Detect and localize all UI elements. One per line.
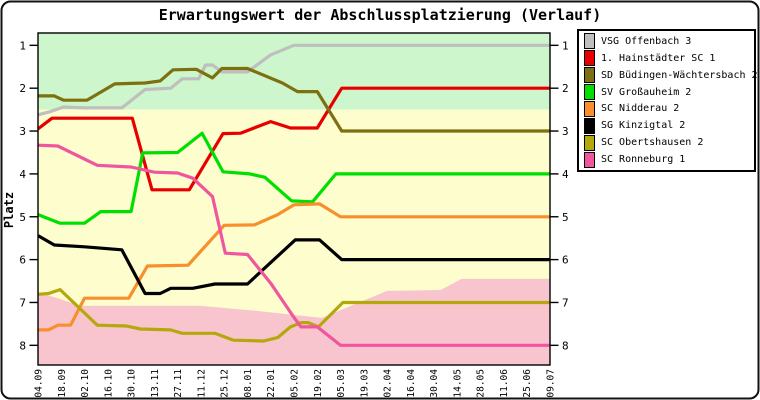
legend-label: SC Ronneburg 1	[601, 154, 686, 166]
x-tick-label: 27.11	[173, 369, 184, 398]
chart-title: Erwartungswert der Abschlussplatzierung …	[158, 6, 602, 24]
y-tick-label-right: 5	[562, 211, 569, 224]
legend-label: SV Großauheim 2	[601, 86, 692, 98]
x-tick-label: 05.03	[336, 369, 347, 398]
y-tick-label: 5	[19, 211, 26, 224]
x-tick-label: 02.10	[80, 369, 91, 398]
y-tick-label-right: 4	[562, 168, 569, 181]
x-tick-label: 22.01	[266, 369, 277, 398]
legend-swatch	[584, 117, 595, 134]
legend-swatch	[584, 100, 595, 117]
legend-item: 1. Hainstädter SC 1	[584, 50, 754, 67]
legend-label: SC Nidderau 2	[601, 103, 680, 115]
legend-swatch	[584, 151, 595, 168]
x-tick-label: 14.05	[452, 369, 463, 398]
y-tick-label: 7	[19, 296, 26, 309]
x-tick-label: 13.11	[150, 369, 161, 398]
legend-swatch	[584, 50, 595, 67]
legend-item: SV Großauheim 2	[584, 84, 754, 101]
legend-item: SG Kinzigtal 2	[584, 117, 754, 134]
y-tick-label-right: 6	[562, 254, 569, 267]
x-tick-label: 19.02	[313, 369, 324, 398]
x-tick-label: 25.12	[220, 369, 231, 398]
y-tick-label: 4	[19, 168, 26, 181]
legend-swatch	[584, 33, 595, 50]
danger-zone-band	[38, 278, 550, 365]
y-tick-label: 3	[19, 125, 26, 138]
y-tick-label: 2	[19, 82, 26, 95]
y-tick-label-right: 2	[562, 82, 569, 95]
y-tick-label-right: 1	[562, 39, 569, 52]
x-tick-label: 30.10	[127, 369, 138, 398]
legend-item: VSG Offenbach 3	[584, 33, 754, 50]
plot-border	[37, 32, 551, 366]
legend-item: SD Büdingen-Wächtersbach 2	[584, 67, 758, 84]
series-line-sd-b-dingen-w-chtersbach-2	[38, 66, 550, 133]
legend-item: SC Ronneburg 1	[584, 151, 754, 168]
y-tick-label: 1	[19, 39, 26, 52]
y-tick-label-right: 3	[562, 125, 569, 138]
series-line-sc-obertshausen-2	[37, 288, 550, 343]
x-tick-label: 19.03	[359, 369, 370, 398]
x-tick-label: 04.09	[34, 369, 45, 398]
x-tick-label: 30.04	[429, 369, 440, 398]
legend: VSG Offenbach 3 1. Hainstädter SC 1 SD Büd…	[577, 29, 758, 172]
series-line-vsg-offenbach-3	[37, 43, 550, 117]
series-line-sg-kinzigtal-2	[37, 234, 550, 296]
y-tick-label: 6	[19, 254, 26, 267]
series-line-sc-ronneburg-1	[37, 143, 550, 347]
series-line-1-hainst-dter-sc-1	[37, 86, 550, 192]
y-axis-label: Platz	[2, 192, 16, 228]
legend-label: SG Kinzigtal 2	[601, 120, 686, 132]
x-tick-label: 09.07	[546, 369, 557, 398]
legend-label: SC Obertshausen 2	[601, 137, 704, 149]
series-line-sc-nidderau-2	[38, 202, 550, 332]
legend-item: SC Nidderau 2	[584, 100, 754, 117]
x-tick-label: 11.12	[196, 369, 207, 398]
x-tick-label: 16.04	[406, 369, 417, 398]
y-tick-label-right: 8	[562, 339, 569, 352]
y-tick-label: 8	[19, 339, 26, 352]
legend-label: SD Büdingen-Wächtersbach 2	[601, 69, 758, 81]
x-tick-label: 25.06	[522, 369, 533, 398]
x-tick-label: 08.01	[243, 369, 254, 398]
series-line-sv-gro-auheim-2	[37, 131, 550, 225]
legend-swatch	[584, 84, 595, 101]
x-tick-label: 18.09	[57, 369, 68, 398]
x-tick-label: 11.06	[499, 369, 510, 398]
legend-swatch	[584, 134, 595, 151]
x-tick-label: 02.04	[383, 369, 394, 398]
legend-label: 1. Hainstädter SC 1	[601, 52, 716, 64]
y-tick-label-right: 7	[562, 296, 569, 309]
legend-label: VSG Offenbach 3	[601, 35, 692, 47]
x-tick-label: 16.10	[103, 369, 114, 398]
legend-swatch	[584, 67, 595, 84]
x-tick-label: 05.02	[290, 369, 301, 398]
x-tick-label: 28.05	[476, 369, 487, 398]
legend-item: SC Obertshausen 2	[584, 134, 754, 151]
